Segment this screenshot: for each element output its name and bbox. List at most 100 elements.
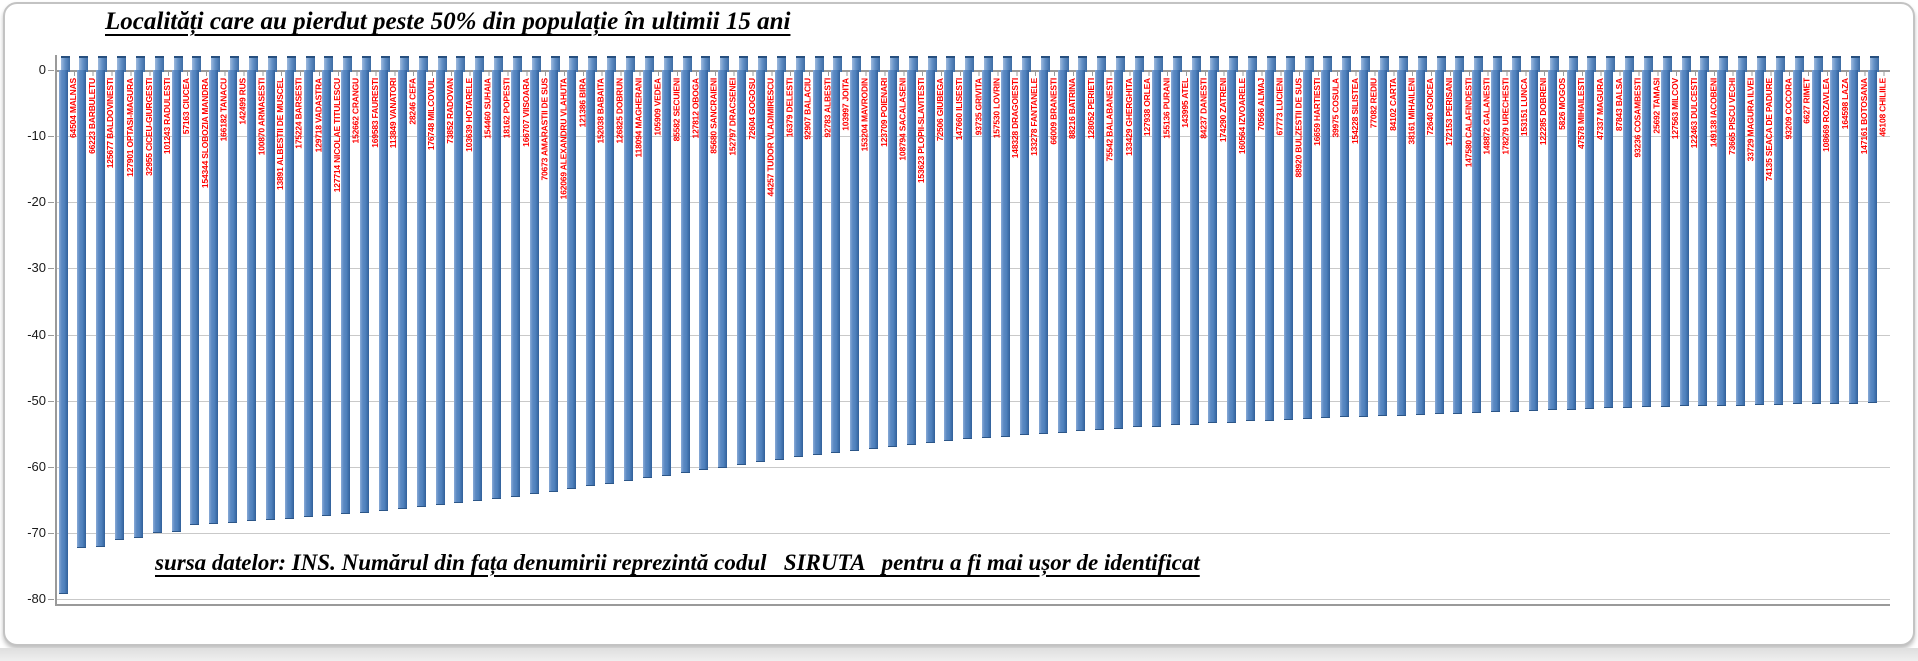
bar-3d-cap bbox=[1021, 56, 1031, 72]
bar bbox=[435, 70, 445, 505]
bar-3d-cap bbox=[682, 56, 692, 72]
bar bbox=[1698, 70, 1708, 407]
bar-3d-cap bbox=[720, 56, 730, 72]
y-axis-tick bbox=[48, 532, 54, 534]
bar bbox=[1604, 70, 1614, 409]
bar-3d-cap bbox=[814, 56, 824, 72]
bar-3d-cap bbox=[1116, 56, 1126, 72]
gridline bbox=[55, 400, 1890, 402]
bar bbox=[378, 70, 388, 511]
bar-3d-cap bbox=[871, 56, 881, 72]
bar bbox=[510, 70, 520, 497]
bar bbox=[1811, 70, 1821, 405]
bar-3d-cap bbox=[1323, 56, 1333, 72]
bar-3d-cap bbox=[1172, 56, 1182, 72]
bar bbox=[1792, 70, 1802, 405]
bar bbox=[322, 70, 332, 517]
bar bbox=[190, 70, 200, 526]
bar-3d-cap bbox=[1493, 56, 1503, 72]
y-axis-tick bbox=[48, 334, 54, 336]
bar-3d-cap bbox=[1719, 56, 1729, 72]
bar-3d-cap bbox=[1059, 56, 1069, 72]
gridline bbox=[55, 599, 1890, 600]
bar bbox=[1321, 70, 1331, 419]
bar-3d-cap bbox=[965, 56, 975, 72]
bar-3d-cap bbox=[512, 56, 522, 72]
bar-3d-cap bbox=[984, 56, 994, 72]
bar-3d-cap bbox=[380, 56, 390, 72]
bar-3d-cap bbox=[739, 56, 749, 72]
bar-3d-cap bbox=[833, 56, 843, 72]
bar-3d-cap bbox=[1606, 56, 1616, 72]
bar-3d-cap bbox=[1380, 56, 1389, 72]
y-axis-label: -20 bbox=[27, 194, 46, 210]
bar bbox=[680, 70, 690, 474]
bar bbox=[1679, 70, 1689, 407]
bar-3d-cap bbox=[475, 56, 485, 72]
bar bbox=[887, 70, 897, 447]
gridline bbox=[55, 532, 1890, 534]
bar-3d-cap bbox=[399, 56, 409, 72]
bar bbox=[925, 70, 935, 443]
bar-3d-cap bbox=[98, 56, 108, 72]
y-axis-line bbox=[55, 55, 57, 605]
bar-3d-cap bbox=[117, 56, 127, 72]
bar bbox=[1057, 70, 1067, 433]
bar-3d-cap bbox=[1361, 56, 1371, 72]
chart-frame bbox=[3, 2, 1915, 646]
bar bbox=[982, 70, 992, 438]
bar-3d-cap bbox=[1681, 56, 1691, 72]
y-axis-tick bbox=[48, 400, 54, 402]
bar-3d-cap bbox=[946, 56, 956, 72]
y-axis-tick bbox=[48, 70, 54, 71]
bar bbox=[133, 70, 143, 538]
bar bbox=[1396, 70, 1406, 416]
bar bbox=[1849, 70, 1859, 404]
bar bbox=[473, 70, 483, 501]
bar bbox=[1830, 70, 1840, 404]
bar bbox=[1170, 70, 1180, 426]
bar bbox=[1453, 70, 1463, 414]
bar-3d-cap bbox=[324, 56, 334, 72]
bar bbox=[529, 70, 539, 495]
bar-3d-cap bbox=[456, 56, 466, 72]
bar bbox=[906, 70, 916, 445]
bar-3d-cap bbox=[211, 56, 221, 72]
bar bbox=[718, 70, 728, 468]
bar-3d-cap bbox=[1530, 56, 1540, 72]
bar bbox=[284, 70, 294, 519]
bar bbox=[1038, 70, 1048, 435]
bar-3d-cap bbox=[1266, 56, 1276, 72]
gridline bbox=[55, 268, 1890, 270]
bar bbox=[1547, 70, 1557, 411]
bar bbox=[171, 70, 181, 532]
chart-title: Localități care au pierdut peste 50% din… bbox=[105, 8, 791, 35]
bar-3d-cap bbox=[362, 56, 372, 72]
bar-3d-cap bbox=[494, 56, 504, 72]
bar-3d-cap bbox=[1003, 56, 1012, 72]
bar bbox=[850, 70, 860, 451]
bar bbox=[209, 70, 219, 524]
bar bbox=[1641, 70, 1651, 407]
bar-3d-cap bbox=[1474, 56, 1484, 72]
bar-3d-cap bbox=[1342, 56, 1352, 72]
bar bbox=[812, 70, 822, 455]
bar bbox=[1302, 70, 1312, 419]
bar-3d-cap bbox=[1040, 56, 1050, 72]
y-axis-label: -50 bbox=[27, 392, 46, 408]
bar bbox=[1114, 70, 1124, 429]
bar-3d-cap bbox=[60, 56, 70, 72]
bar-3d-cap bbox=[889, 56, 899, 72]
bar-3d-cap bbox=[607, 56, 617, 72]
bar-3d-cap bbox=[1436, 56, 1446, 72]
bar bbox=[1359, 70, 1369, 417]
bar bbox=[586, 70, 596, 487]
bar-3d-cap bbox=[1832, 56, 1842, 72]
bar-3d-cap bbox=[663, 56, 673, 72]
bar bbox=[360, 70, 370, 513]
bar-3d-cap bbox=[569, 56, 579, 72]
bar bbox=[1019, 70, 1029, 436]
bar-3d-cap bbox=[1078, 56, 1088, 72]
bar-3d-cap bbox=[1304, 56, 1314, 72]
